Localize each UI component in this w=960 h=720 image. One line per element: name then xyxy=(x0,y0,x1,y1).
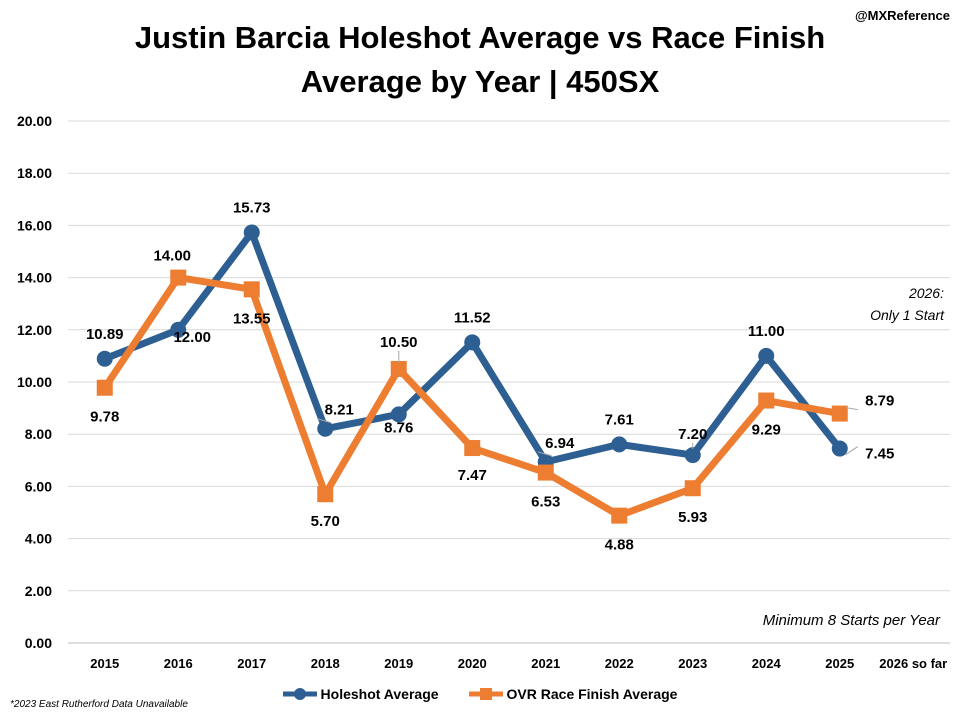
race-finish-data-label: 13.55 xyxy=(233,310,271,327)
y-tick-label: 12.00 xyxy=(17,322,52,338)
race-finish-data-label: 14.00 xyxy=(153,248,191,265)
y-tick-label: 10.00 xyxy=(17,374,52,390)
holeshot-data-label: 11.52 xyxy=(454,309,491,326)
legend-label-holeshot: Holeshot Average xyxy=(320,686,439,702)
y-axis-ticks: 0.00 2.00 4.00 6.00 8.00 10.00 12.00 14.00 16.00… xyxy=(17,113,52,651)
holeshot-marker xyxy=(317,420,334,437)
legend: Holeshot Average OVR Race Finish Average xyxy=(0,686,960,702)
race-finish-marker xyxy=(684,480,701,497)
race-finish-marker xyxy=(243,281,260,298)
race-finish-data-label: 10.50 xyxy=(380,334,418,351)
x-tick-label: 2025 xyxy=(825,656,854,671)
y-tick-label: 16.00 xyxy=(17,217,52,233)
holeshot-data-label: 15.73 xyxy=(233,199,271,216)
legend-item-race-finish: OVR Race Finish Average xyxy=(468,686,678,702)
holeshot-data-label: 8.21 xyxy=(325,402,354,419)
holeshot-marker xyxy=(611,436,628,453)
race-finish-marker xyxy=(831,405,848,422)
holeshot-data-label: 11.00 xyxy=(748,323,785,340)
label-leader-line xyxy=(537,451,552,457)
x-tick-label: 2015 xyxy=(90,656,119,671)
x-tick-label: 2022 xyxy=(605,656,634,671)
holeshot-marker xyxy=(831,440,848,457)
holeshot-marker xyxy=(684,447,701,464)
x-tick-label: 2024 xyxy=(752,656,782,671)
note-2026: 2026: Only 1 Start xyxy=(870,282,944,326)
race-finish-data-label: 5.93 xyxy=(678,509,707,526)
x-tick-label: 2017 xyxy=(237,656,266,671)
credit-handle: @MXReference xyxy=(854,8,950,23)
race-finish-data-label: 9.29 xyxy=(752,422,781,439)
race-finish-data-label: 6.53 xyxy=(531,494,560,511)
race-finish-marker xyxy=(611,507,628,524)
holeshot-marker xyxy=(758,347,775,364)
race-finish-data-label: 9.78 xyxy=(90,409,119,426)
x-tick-label: 2021 xyxy=(531,656,560,671)
y-tick-label: 20.00 xyxy=(17,113,52,129)
x-tick-label: 2026 so far xyxy=(879,656,947,671)
holeshot-data-label: 7.20 xyxy=(678,426,707,443)
y-tick-label: 4.00 xyxy=(25,531,52,547)
holeshot-marker xyxy=(243,224,260,241)
y-tick-label: 0.00 xyxy=(25,635,52,651)
min-starts-note: Minimum 8 Starts per Year xyxy=(762,612,940,629)
series-markers xyxy=(96,224,848,524)
label-leader-line xyxy=(845,446,859,455)
x-axis-ticks: 2015 2016 2017 2018 2019 2020 2021 2022 2023 2024… xyxy=(90,656,947,671)
chart-title-line-1: Justin Barcia Holeshot Average vs Race F… xyxy=(134,20,826,55)
holeshot-marker xyxy=(170,321,187,338)
race-finish-marker xyxy=(317,486,334,503)
x-tick-label: 2019 xyxy=(384,656,413,671)
race-finish-marker xyxy=(170,269,187,286)
chart-title-line-2: Average by Year | 450SX xyxy=(300,64,660,99)
holeshot-data-label: 6.94 xyxy=(545,435,575,452)
holeshot-data-label: 8.76 xyxy=(384,419,413,436)
holeshot-data-label: 7.45 xyxy=(865,446,894,463)
race-finish-data-label: 8.79 xyxy=(865,393,894,410)
race-finish-marker xyxy=(464,440,481,457)
race-finish-marker xyxy=(537,464,554,481)
x-tick-label: 2023 xyxy=(678,656,707,671)
label-leader-line xyxy=(845,407,858,411)
race-finish-data-label: 5.70 xyxy=(311,513,340,530)
note-2026-line-1: 2026: xyxy=(908,285,944,301)
race-finish-marker xyxy=(758,392,775,409)
gridlines xyxy=(68,120,950,644)
holeshot-marker xyxy=(390,406,407,423)
footnote: *2023 East Rutherford Data Unavailable xyxy=(10,699,188,710)
legend-line-circle-icon xyxy=(282,688,317,700)
legend-line-square-icon xyxy=(468,688,503,700)
y-tick-label: 8.00 xyxy=(25,426,52,442)
holeshot-data-label: 10.89 xyxy=(86,326,124,343)
data-labels: 10.89 12.00 15.73 8.21 8.76 11.52 6.94 7.61 7.20… xyxy=(86,199,894,553)
y-tick-label: 2.00 xyxy=(25,583,52,599)
holeshot-marker xyxy=(96,350,113,367)
holeshot-data-label: 7.61 xyxy=(605,411,634,428)
y-tick-label: 14.00 xyxy=(17,270,52,286)
legend-label-race-finish: OVR Race Finish Average xyxy=(506,686,678,702)
race-finish-data-label: 4.88 xyxy=(605,537,634,554)
x-tick-label: 2016 xyxy=(164,656,193,671)
race-finish-marker xyxy=(390,360,407,377)
race-finish-data-label: 7.47 xyxy=(458,467,487,484)
y-tick-label: 18.00 xyxy=(17,165,52,181)
note-2026-line-2: Only 1 Start xyxy=(870,307,944,323)
label-leader-line xyxy=(317,418,332,424)
holeshot-data-label: 12.00 xyxy=(173,329,211,346)
y-tick-label: 6.00 xyxy=(25,478,52,494)
x-tick-label: 2018 xyxy=(311,656,340,671)
holeshot-marker xyxy=(464,334,481,351)
legend-item-holeshot: Holeshot Average xyxy=(282,686,439,702)
chart-title: Justin Barcia Holeshot Average vs Race F… xyxy=(0,16,960,104)
x-tick-label: 2020 xyxy=(458,656,487,671)
race-finish-marker xyxy=(96,379,113,396)
